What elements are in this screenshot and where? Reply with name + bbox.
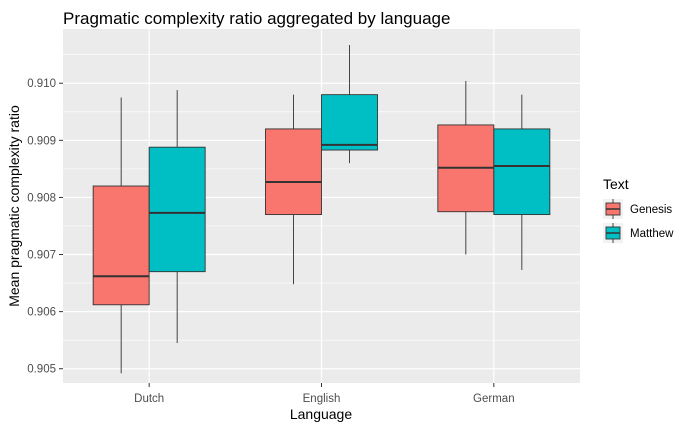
box-matthew-german (493, 94, 551, 270)
box-genesis-german (437, 80, 495, 255)
legend-label: Matthew (630, 228, 674, 240)
y-axis-title: Mean pragmatic complexity ratio (6, 105, 22, 307)
legend-title: Text (603, 176, 629, 192)
y-tick-label: 0.910 (27, 78, 56, 90)
y-tick-label: 0.908 (27, 192, 56, 204)
box-body (321, 94, 378, 151)
box-body (148, 146, 206, 273)
legend-item-matthew: Matthew (603, 223, 674, 243)
x-tick-label: German (473, 393, 515, 405)
legend-item-genesis: Genesis (603, 199, 672, 219)
box-body (493, 128, 551, 216)
y-tick-label: 0.909 (27, 135, 56, 147)
box-matthew-dutch (148, 90, 206, 344)
box-body (92, 185, 150, 306)
legend: Text Genesis Matthew (603, 176, 674, 243)
box-matthew-english (321, 44, 378, 164)
y-tick-label: 0.905 (27, 364, 56, 376)
x-axis: Dutch English German (134, 383, 515, 405)
y-tick-label: 0.907 (27, 250, 56, 262)
y-axis: 0.905 0.906 0.907 0.908 0.909 0.910 (27, 78, 63, 376)
legend-label: Genesis (630, 204, 672, 216)
x-axis-title: Language (290, 406, 353, 422)
box-body (265, 128, 322, 216)
box-layer (92, 44, 551, 374)
x-tick-label: Dutch (134, 393, 164, 405)
y-tick-label: 0.906 (27, 307, 56, 319)
x-tick-label: English (303, 393, 341, 405)
box-genesis-english (265, 94, 322, 285)
box-genesis-dutch (92, 97, 150, 374)
chart-title: Pragmatic complexity ratio aggregated by… (63, 9, 450, 28)
